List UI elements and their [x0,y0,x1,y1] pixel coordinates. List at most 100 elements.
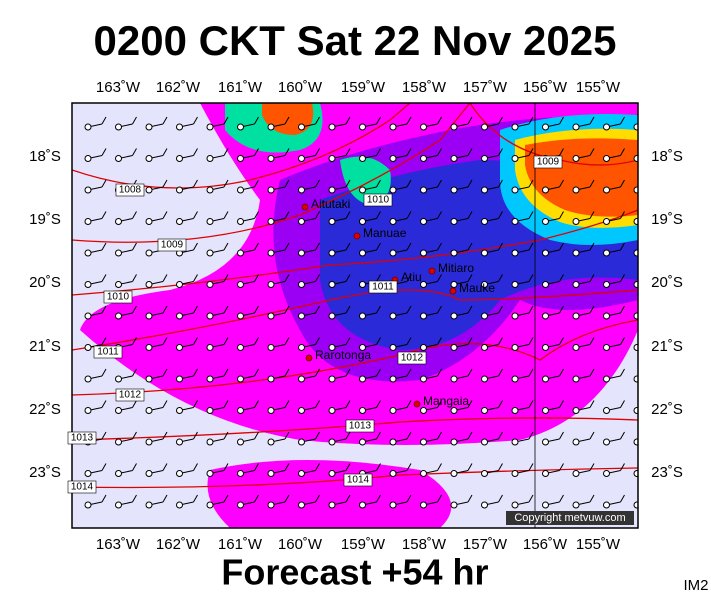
barb-station [572,407,580,414]
barb-station [633,281,638,288]
barb-station [115,218,122,225]
barb-station [603,312,610,320]
barb-feather [162,211,168,219]
barb-feather [528,116,534,125]
barb-feather [223,431,229,440]
barb-feather [162,368,168,377]
barb-feather [101,148,107,156]
barb-feather [254,148,259,156]
labels: 163˚W 163˚W 162˚W 162˚W 161˚W 161˚W 160˚W 160˚W… [29,79,683,553]
barb-feather [376,368,381,377]
latitude-label: 18˚S [29,148,61,165]
barb-feather [620,431,625,440]
barb-station [298,249,305,257]
barb-feather [193,337,198,345]
barb-feather [345,305,351,314]
barb-station [176,123,183,131]
barb-station [359,375,366,383]
barb-station [603,249,610,257]
barb-feather [498,242,503,251]
isobar-label-box [345,419,375,433]
latitude-label: 21˚S [29,338,61,355]
barb-station [84,249,92,257]
barb-station [450,249,458,257]
barb-feather [254,305,259,314]
barb-station [481,312,488,320]
barb-station [633,218,638,225]
barb-feather [406,337,412,345]
barb-station [176,155,183,162]
barb-feather [345,179,351,188]
barb-feather [406,148,412,156]
barb-station [328,123,336,131]
barb-station [359,155,366,162]
barb-station [603,344,610,351]
barb-station [145,501,153,509]
barb-feather [101,211,107,219]
barb-feather [467,116,473,125]
latitude-label: 22˚S [29,401,61,418]
barb-station [298,438,305,446]
barb-feather [498,179,503,188]
barb-feather [467,242,473,251]
barb-feather [223,400,229,408]
barb-feather [223,148,229,156]
place-marker [305,354,313,362]
barb-feather [101,463,107,471]
barb-station [420,186,427,194]
barb-station [420,281,427,288]
barb-station [633,155,638,162]
place-marker [428,267,436,275]
longitude-label: 156˚W [523,536,568,553]
barb-feather [223,368,229,377]
barb-feather [132,400,137,408]
barb-station [237,155,244,162]
longitude-label: 160˚W [278,536,323,553]
barb-feather [376,337,381,345]
barb-station [450,375,458,383]
barb-feather [559,400,564,408]
latitude-label: 21˚S [651,338,683,355]
barb-feather [284,305,290,314]
barb-feather [406,494,412,503]
barb-feather [284,211,290,219]
barb-feather [620,179,625,188]
barb-feather [376,305,381,314]
place-name: Manuae [363,226,407,240]
barb-feather [223,274,229,282]
barb-station [603,501,610,509]
isobar-label-box [397,351,427,365]
barb-feather [101,400,107,408]
copyright-box [506,511,634,525]
barb-station [328,218,336,225]
barb-feather [132,368,137,377]
longitude-label: 162˚W [156,536,201,553]
barb-feather [376,242,381,251]
barb-feather [132,242,137,251]
barb-station [237,218,244,225]
barb-station [450,501,458,509]
barb-station [511,281,519,288]
barb-station [603,123,610,131]
barb-feather [528,431,534,440]
barb-station [206,375,214,383]
barb-station [572,218,580,225]
longitude-label: 161˚W [218,79,263,96]
barb-station [389,375,397,383]
barb-station [237,375,244,383]
barb-feather [528,148,534,156]
barb-station [84,375,92,383]
barb-feather [254,400,259,408]
barb-station [542,501,549,509]
longitude-label: 155˚W [576,536,621,553]
barb-station [572,281,580,288]
barb-feather [528,494,534,503]
barb-station [298,123,305,131]
barb-station [420,344,427,351]
barb-feather [376,494,381,503]
barb-feather [620,368,625,377]
map-frame [71,102,639,529]
barb-station [328,312,336,320]
longitude-label: 159˚W [341,79,386,96]
